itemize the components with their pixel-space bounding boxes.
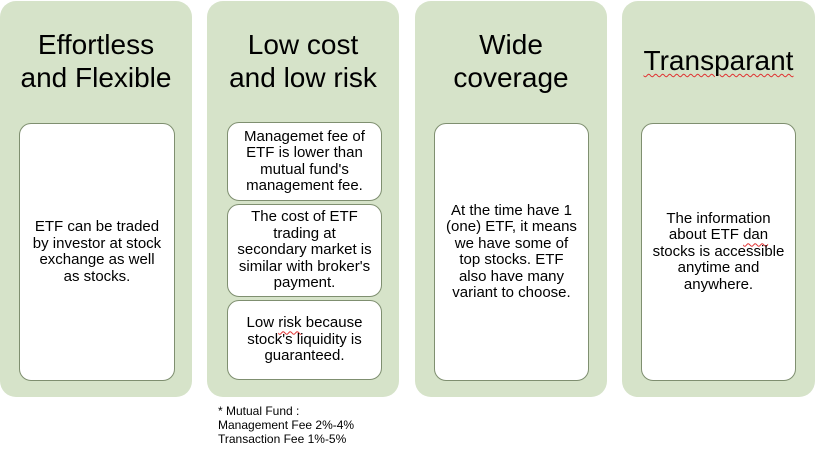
panel-title: Transparant	[622, 44, 815, 77]
panel-title: Low cost and low risk	[207, 28, 399, 94]
title-line: Low cost	[247, 29, 359, 60]
card-text-line: top stocks. ETF	[459, 251, 564, 268]
title-line: and Flexible	[20, 62, 172, 93]
title-line: Transparant	[643, 45, 794, 76]
card-text-line: trading at	[273, 224, 336, 242]
card-text-line: mutual fund's	[260, 160, 349, 178]
card-text-line: The cost of ETF	[251, 208, 358, 226]
card-text-line: exchange as well	[39, 251, 155, 268]
card-text-line: as stocks.	[63, 267, 131, 285]
footnote: * Mutual Fund : Management Fee 2%-4% Tra…	[218, 404, 354, 446]
spellcheck-flagged-word: risk	[278, 314, 302, 332]
panel-transparant: Transparant The information about ETF da…	[622, 1, 815, 397]
panel-title: Effortless and Flexible	[0, 28, 192, 94]
card-text-line: ETF is lower than	[246, 144, 363, 161]
footnote-line: Management Fee 2%-4%	[218, 418, 355, 432]
title-line: and low risk	[229, 62, 377, 93]
card-text-line: Managemet fee of	[244, 127, 365, 145]
card-text-line: also have many	[458, 267, 565, 285]
card-text-line: guaranteed.	[264, 347, 345, 365]
spellcheck-flagged-word: dan	[743, 226, 769, 244]
card-text-line: payment.	[273, 274, 336, 292]
card-text-line: At the time have 1	[451, 201, 572, 219]
info-card: ETF can be traded by investor at stock e…	[19, 123, 175, 381]
text-span: Low	[246, 314, 279, 332]
card-text-line: Low risk because	[247, 315, 363, 332]
card-text-line: about ETF dan	[653, 227, 785, 244]
card-text-line: stock's liquidity is	[247, 330, 362, 348]
footnote-line: Transaction Fee 1%-5%	[218, 432, 347, 446]
card-text-line: The information	[666, 209, 771, 227]
info-card: Low risk because stock's liquidity is gu…	[227, 300, 382, 380]
card-text-line: anywhere.	[683, 275, 754, 293]
card-text-line: by investor at stock	[32, 234, 162, 252]
card-text-line: similar with broker's	[238, 257, 371, 275]
info-card: The cost of ETF trading at secondary mar…	[227, 204, 382, 297]
title-line: coverage	[453, 62, 569, 93]
card-text-line: anytime and	[677, 259, 760, 277]
panel-effortless-flexible: Effortless and Flexible ETF can be trade…	[0, 1, 192, 397]
card-text-line: management fee.	[246, 177, 363, 194]
title-line: Wide	[479, 29, 543, 60]
card-text-line: we have some of	[454, 234, 569, 252]
info-card: Managemet fee of ETF is lower than mutua…	[227, 122, 382, 201]
panel-low-cost-low-risk: Low cost and low risk Managemet fee of E…	[207, 1, 399, 397]
info-card: The information about ETF dan stocks is …	[641, 123, 796, 381]
info-card: At the time have 1 (one) ETF, it means w…	[434, 123, 589, 381]
card-text-line: stocks is accessible	[652, 242, 785, 260]
panel-title: Wide coverage	[415, 28, 607, 94]
card-text-line: variant to choose.	[452, 284, 571, 301]
card-text-line: secondary market is	[237, 241, 372, 259]
card-text-line: (one) ETF, it means	[446, 218, 577, 235]
title-line: Effortless	[37, 29, 155, 60]
card-text-line: ETF can be traded	[34, 218, 160, 235]
text-span: because	[301, 314, 363, 332]
panel-wide-coverage: Wide coverage At the time have 1 (one) E…	[415, 1, 607, 397]
text-span: about ETF	[668, 226, 744, 244]
footnote-heading: * Mutual Fund :	[218, 404, 300, 418]
